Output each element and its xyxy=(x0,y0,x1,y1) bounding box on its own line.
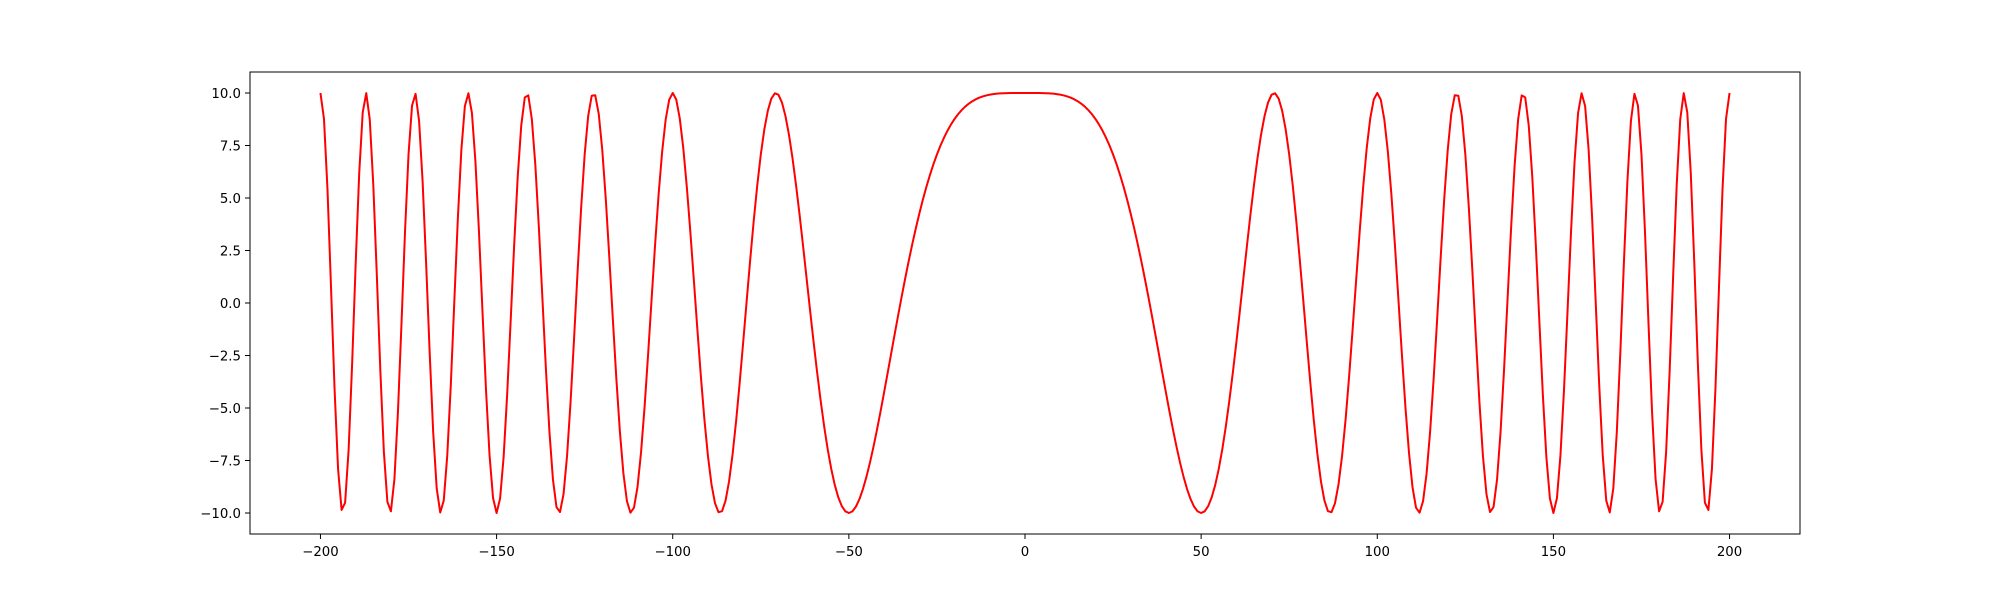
x-axis: −200 −150 −100 −50 0 50 100 150 200 xyxy=(302,534,1742,560)
x-tick-label: −50 xyxy=(835,545,863,560)
plot-area xyxy=(319,92,1731,514)
x-tick-label: 0 xyxy=(1021,545,1029,560)
y-axis: 10.0 7.5 5.0 2.5 0.0 −2.5 −5.0 −7.5 −10.0 xyxy=(200,87,250,522)
x-tick-label: 50 xyxy=(1193,545,1210,560)
y-tick-label: 7.5 xyxy=(220,140,241,155)
y-tick-label: −10.0 xyxy=(200,507,241,522)
y-tick-label: 5.0 xyxy=(220,192,241,207)
y-tick-label: 10.0 xyxy=(211,87,241,102)
x-tick-label: 100 xyxy=(1365,545,1390,560)
x-tick-label: −200 xyxy=(302,545,339,560)
x-tick-label: 150 xyxy=(1541,545,1566,560)
series-line-0 xyxy=(319,92,1731,514)
x-tick-label: −100 xyxy=(654,545,691,560)
y-tick-label: −7.5 xyxy=(209,455,241,470)
y-tick-label: −5.0 xyxy=(209,402,241,417)
y-tick-label: −2.5 xyxy=(209,350,241,365)
y-tick-label: 2.5 xyxy=(220,245,241,260)
x-tick-label: 200 xyxy=(1717,545,1742,560)
axes-frame xyxy=(249,71,1801,535)
x-tick-label: −150 xyxy=(478,545,515,560)
y-tick-label: 0.0 xyxy=(220,297,241,312)
